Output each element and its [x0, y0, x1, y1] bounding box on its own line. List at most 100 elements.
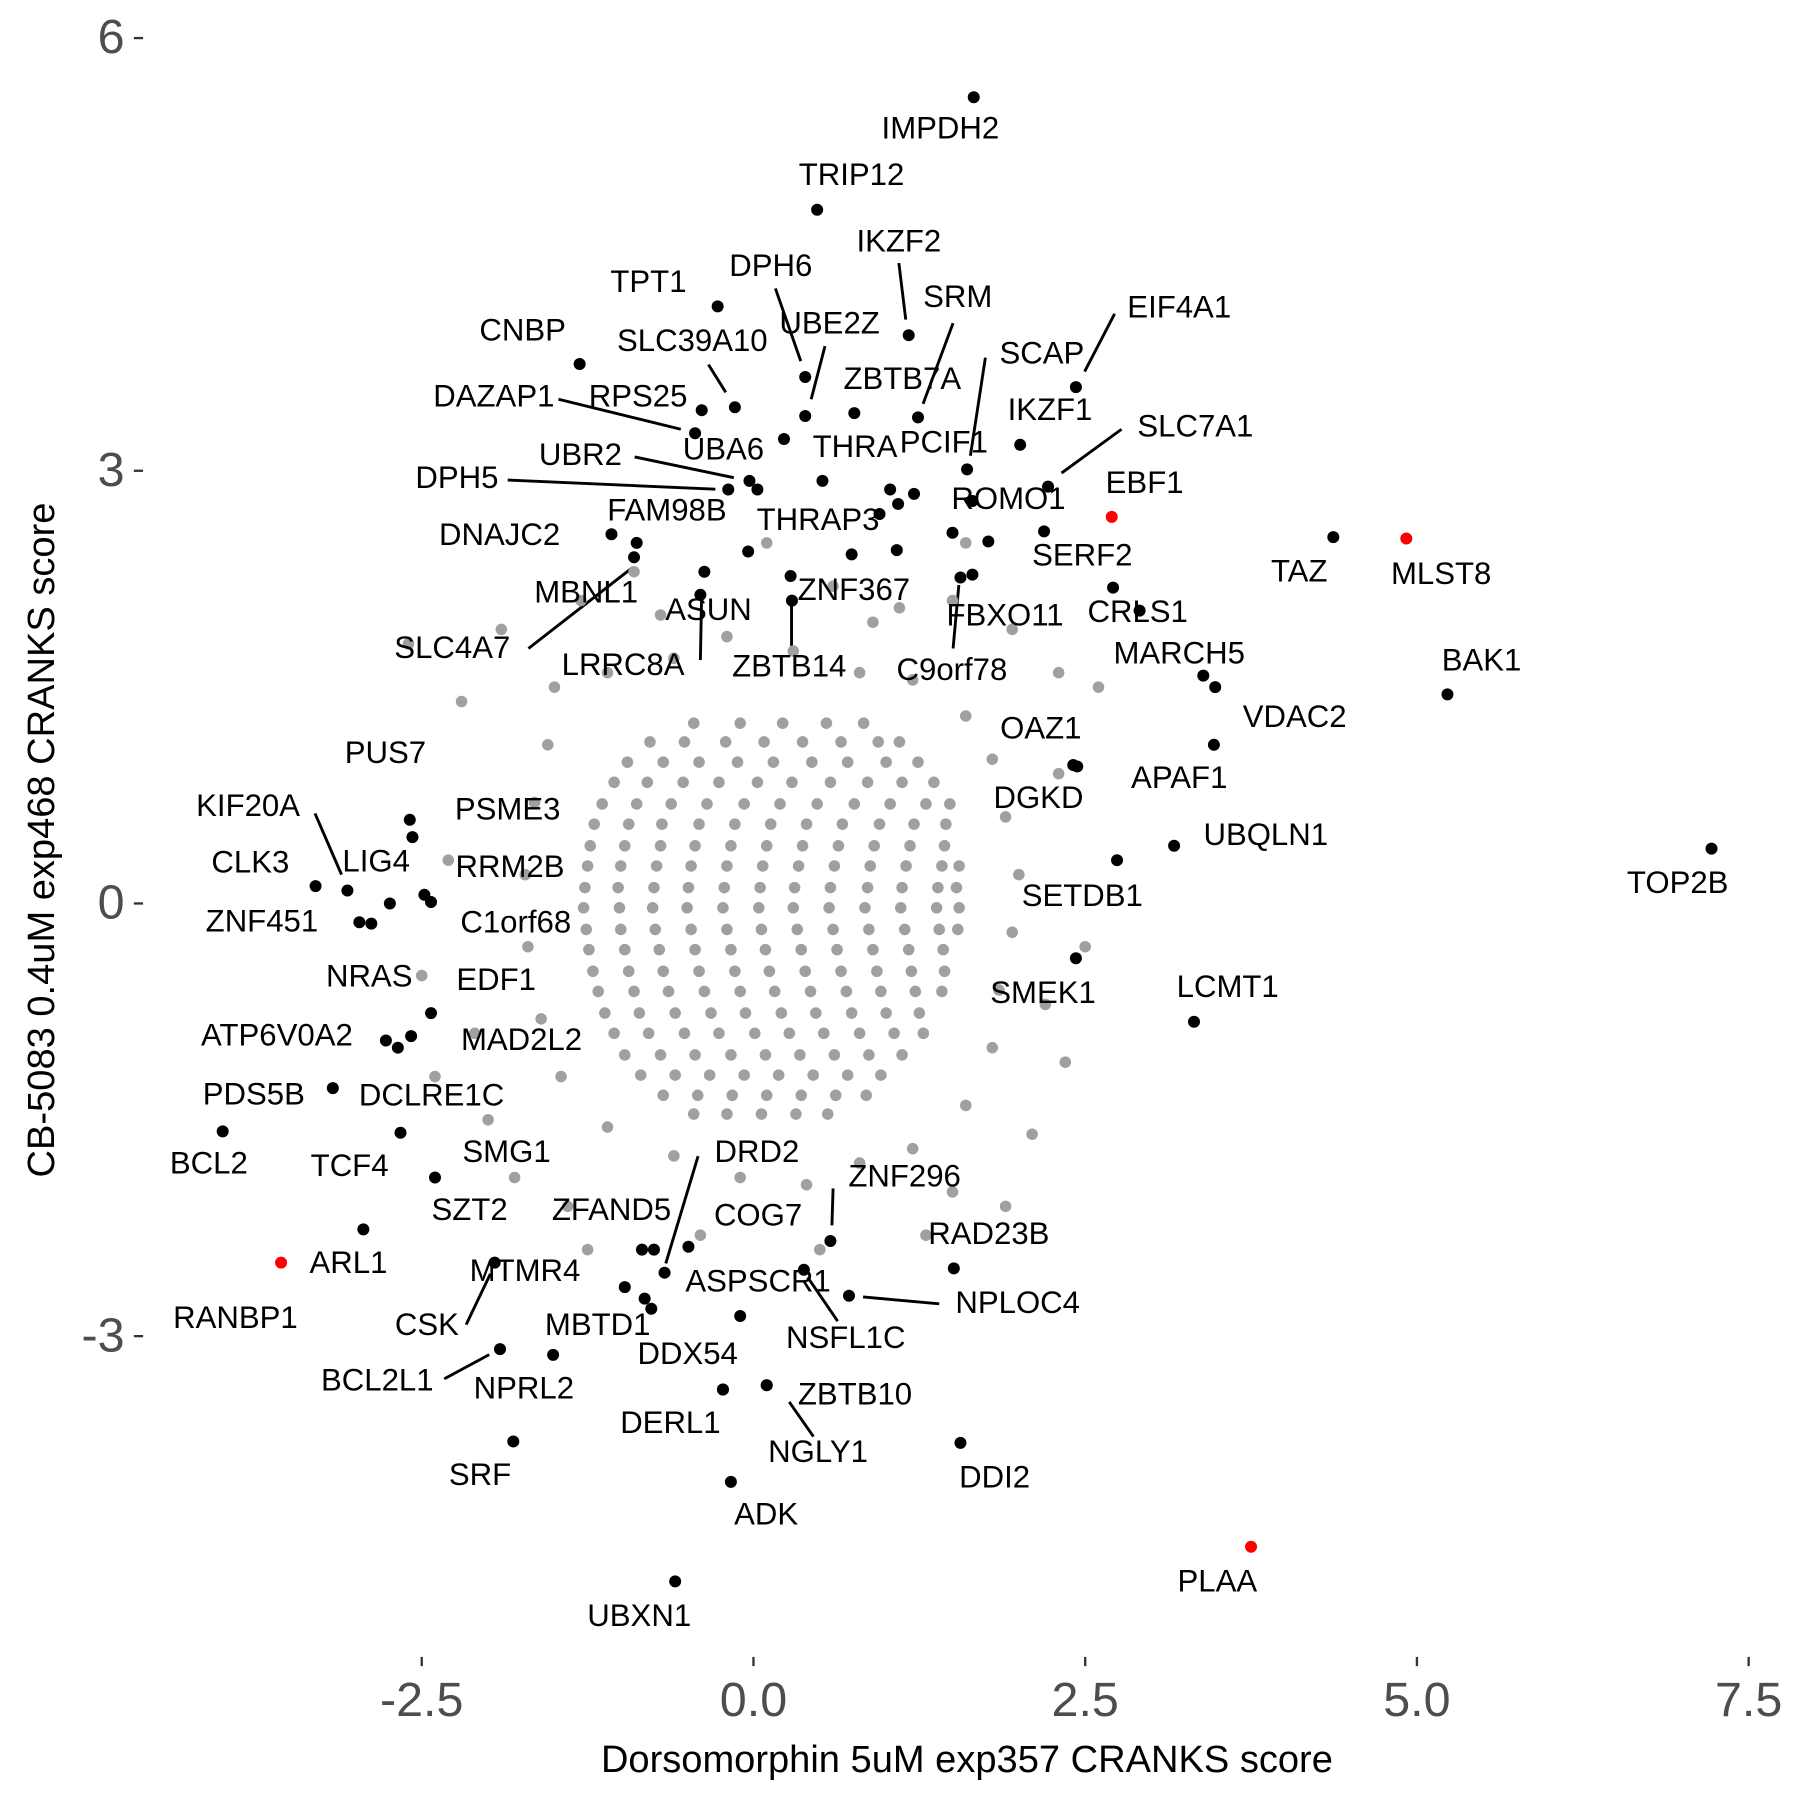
point	[853, 666, 866, 679]
point	[893, 736, 906, 748]
point	[823, 902, 835, 914]
point-label: APAF1	[1131, 760, 1227, 795]
point	[583, 943, 595, 956]
point	[718, 881, 731, 894]
point	[888, 1027, 900, 1040]
point-label: ZNF451	[206, 903, 319, 938]
point	[713, 776, 725, 789]
point	[406, 831, 419, 844]
point	[729, 818, 741, 830]
point	[628, 985, 640, 998]
point	[725, 840, 737, 852]
point	[216, 1125, 229, 1138]
point	[794, 1049, 806, 1061]
point	[633, 1007, 646, 1019]
point-label: ZNF296	[848, 1158, 961, 1193]
point	[1107, 581, 1120, 594]
point	[646, 902, 659, 914]
point-label: BCL2L1	[321, 1363, 434, 1398]
point	[656, 818, 668, 830]
point	[880, 756, 892, 768]
point	[930, 902, 943, 914]
point-label: SRF	[449, 1457, 511, 1492]
point	[685, 923, 697, 936]
point	[678, 1027, 691, 1040]
point	[767, 756, 780, 768]
point	[884, 483, 897, 496]
point-label: MBNL1	[534, 574, 638, 609]
point	[908, 818, 920, 830]
point-label: SCAP	[1000, 336, 1085, 371]
point	[800, 1178, 813, 1191]
point	[936, 985, 948, 998]
point	[908, 487, 921, 500]
point	[1092, 681, 1105, 693]
point	[1006, 926, 1018, 939]
point	[326, 1082, 339, 1095]
point	[685, 860, 697, 872]
point	[653, 943, 666, 956]
point-label: DDI2	[959, 1459, 1030, 1494]
point	[721, 1108, 733, 1120]
point	[831, 943, 843, 956]
point	[790, 1108, 802, 1120]
point	[828, 860, 841, 872]
point	[999, 811, 1012, 823]
point	[547, 1348, 560, 1361]
point	[669, 1007, 681, 1019]
point	[960, 1099, 972, 1112]
point-label: TPT1	[610, 264, 686, 299]
point	[649, 923, 662, 936]
point	[890, 544, 903, 557]
point	[621, 756, 634, 768]
point-label: EIF4A1	[1127, 289, 1231, 324]
point	[687, 1108, 700, 1120]
y-tick-label: 0	[98, 876, 125, 930]
point	[749, 1027, 761, 1040]
point	[937, 943, 949, 956]
point-label: LCMT1	[1177, 969, 1279, 1004]
point	[863, 1049, 875, 1061]
point	[705, 1007, 717, 1019]
point	[952, 923, 964, 936]
point	[677, 776, 689, 789]
point	[760, 1089, 773, 1102]
point	[982, 535, 995, 548]
leader-line	[634, 455, 735, 480]
point-label: NGLY1	[768, 1434, 868, 1469]
point	[580, 923, 593, 936]
point	[415, 969, 428, 982]
point	[1039, 998, 1052, 1011]
point-label: FBXO11	[946, 598, 1063, 633]
point	[892, 497, 905, 510]
point	[896, 881, 908, 894]
point	[693, 965, 705, 978]
point-label: LRRC8A	[562, 647, 685, 682]
point-label: MARCH5	[1113, 636, 1245, 671]
point	[1197, 669, 1210, 682]
point-label: ZFAND5	[552, 1192, 671, 1227]
point	[495, 623, 508, 636]
point	[711, 300, 724, 313]
point	[1014, 438, 1027, 451]
point-label: SZT2	[432, 1192, 508, 1227]
point	[857, 717, 870, 729]
point-label: C9orf78	[897, 652, 1008, 687]
point-label: UBE2Z	[779, 306, 879, 341]
point	[691, 1089, 704, 1102]
point	[275, 1256, 288, 1269]
point	[875, 985, 887, 998]
point	[592, 985, 604, 998]
point	[906, 1142, 919, 1155]
point	[904, 840, 916, 852]
point	[1042, 480, 1055, 493]
point	[1038, 525, 1051, 538]
point	[953, 860, 965, 872]
point	[763, 965, 776, 978]
point	[872, 736, 884, 748]
point-label: DDX54	[637, 1336, 737, 1371]
point	[902, 329, 915, 342]
point	[622, 818, 635, 830]
point	[754, 881, 766, 894]
point	[759, 1049, 772, 1061]
